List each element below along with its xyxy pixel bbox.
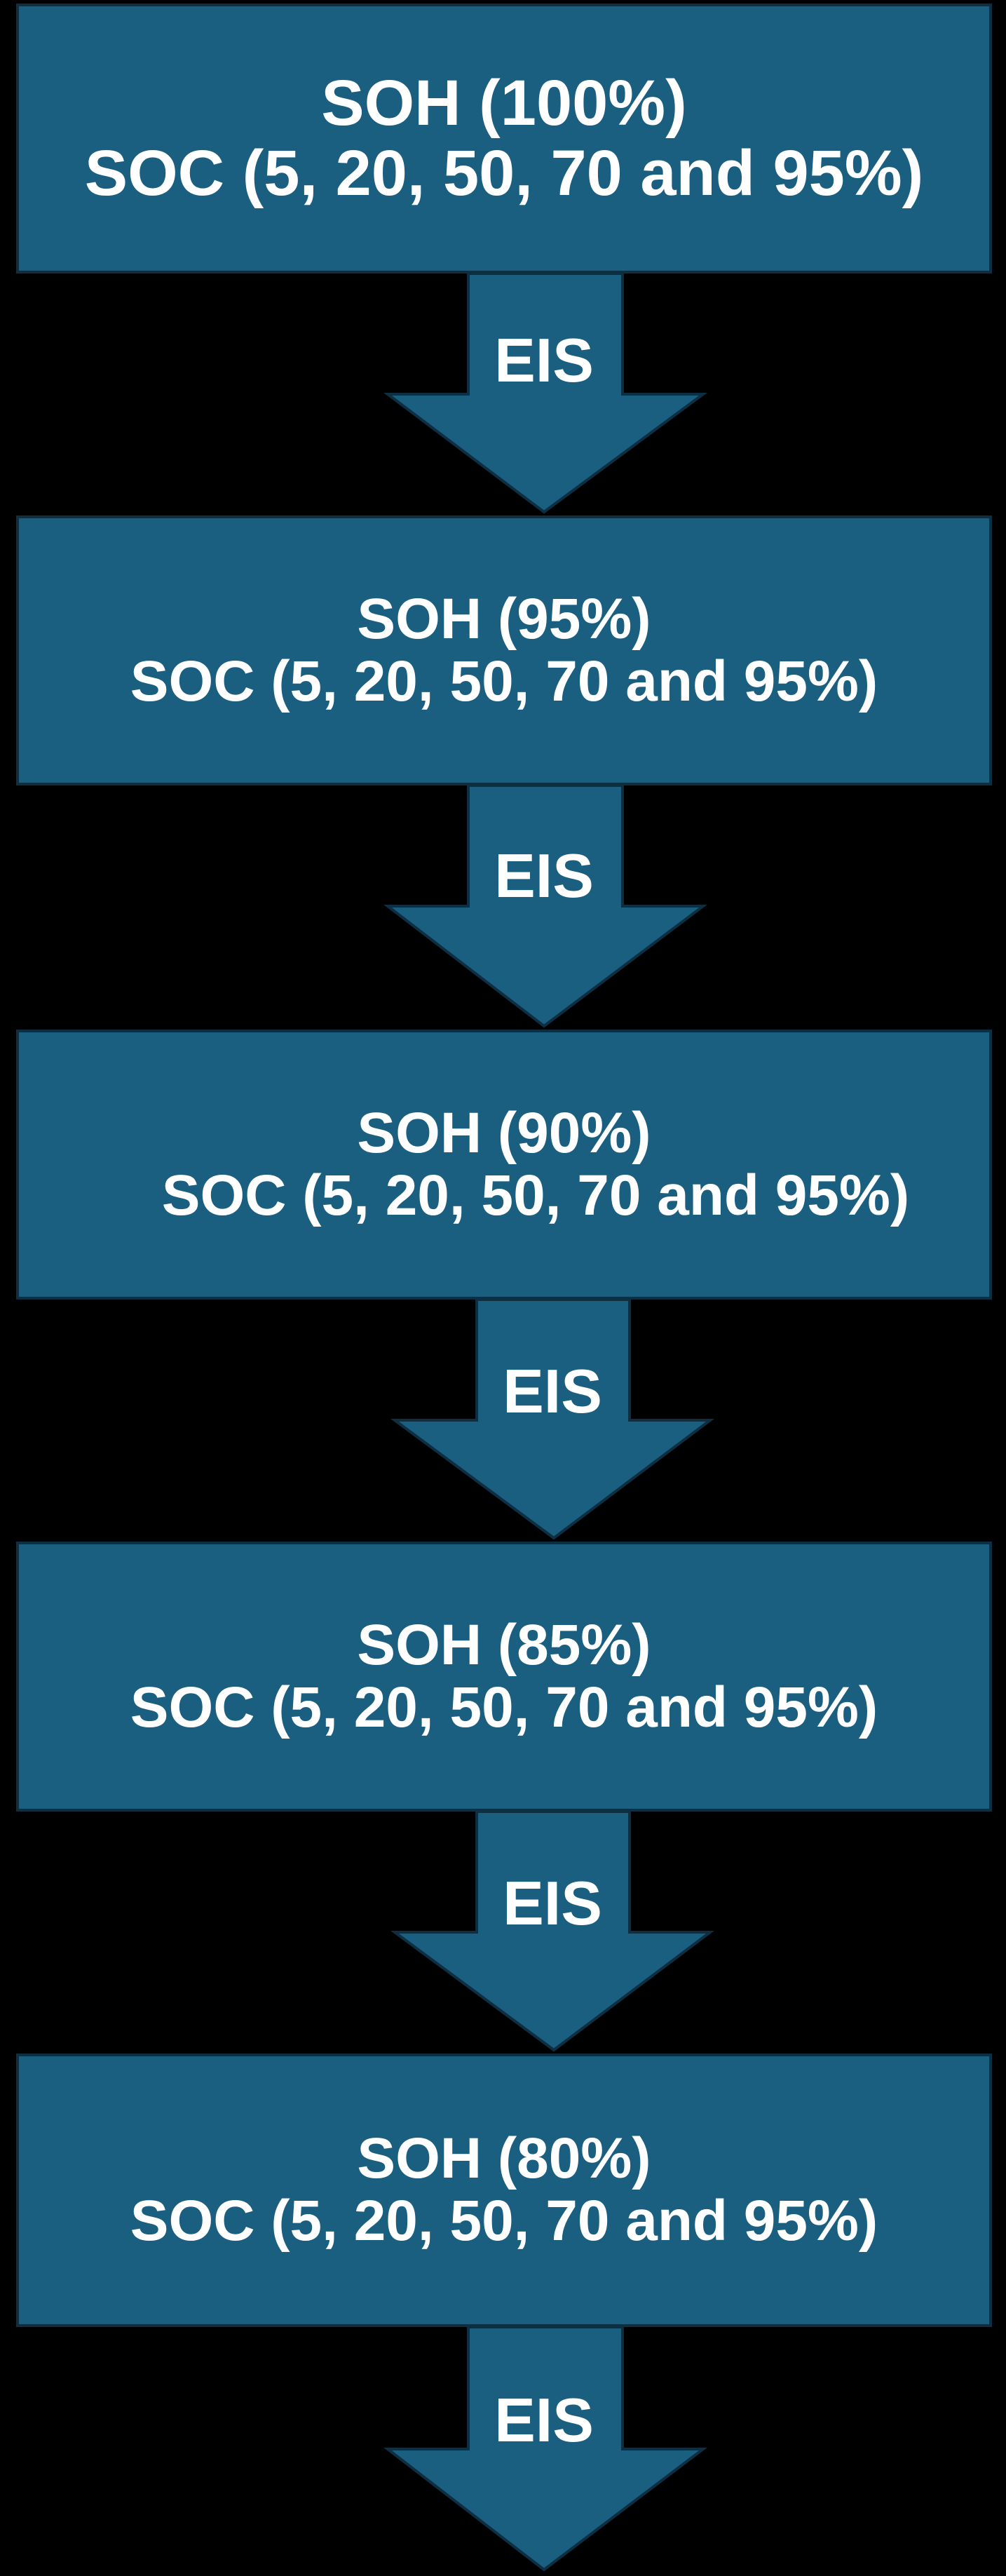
arrow-label-eis: EIS <box>503 1356 602 1426</box>
down-arrow-icon <box>383 2326 707 2572</box>
stage-box-soh-90: SOH (90%) SOC (5, 20, 50, 70 and 95%) <box>16 1030 992 1300</box>
down-arrow-icon <box>390 1810 714 2052</box>
stage-soc-label: SOC (5, 20, 50, 70 and 95%) <box>161 1163 910 1227</box>
stage-box-soh-85: SOH (85%) SOC (5, 20, 50, 70 and 95%) <box>16 1542 992 1812</box>
stage-soc-label: SOC (5, 20, 50, 70 and 95%) <box>130 1675 878 1739</box>
arrow-label-eis: EIS <box>494 841 594 910</box>
stage-soc-label: SOC (5, 20, 50, 70 and 95%) <box>84 137 924 209</box>
stage-soh-label: SOH (100%) <box>321 67 687 140</box>
stage-soh-label: SOH (80%) <box>357 2126 651 2191</box>
arrow-label-eis: EIS <box>494 2385 594 2455</box>
stage-soh-label: SOH (95%) <box>357 586 651 651</box>
down-arrow-icon <box>390 1298 714 1540</box>
arrow-label-eis: EIS <box>503 1868 602 1938</box>
stage-soc-label: SOC (5, 20, 50, 70 and 95%) <box>130 649 878 713</box>
stage-box-soh-80: SOH (80%) SOC (5, 20, 50, 70 and 95%) <box>16 2054 992 2327</box>
arrow-label-eis: EIS <box>494 325 594 395</box>
stage-soh-label: SOH (90%) <box>357 1100 651 1165</box>
stage-soh-label: SOH (85%) <box>357 1612 651 1677</box>
stage-box-soh-95: SOH (95%) SOC (5, 20, 50, 70 and 95%) <box>16 515 992 785</box>
stage-box-soh-100: SOH (100%) SOC (5, 20, 50, 70 and 95%) <box>16 4 992 274</box>
stage-soc-label: SOC (5, 20, 50, 70 and 95%) <box>130 2189 878 2253</box>
down-arrow-icon <box>383 272 708 514</box>
down-arrow-icon <box>383 784 707 1028</box>
